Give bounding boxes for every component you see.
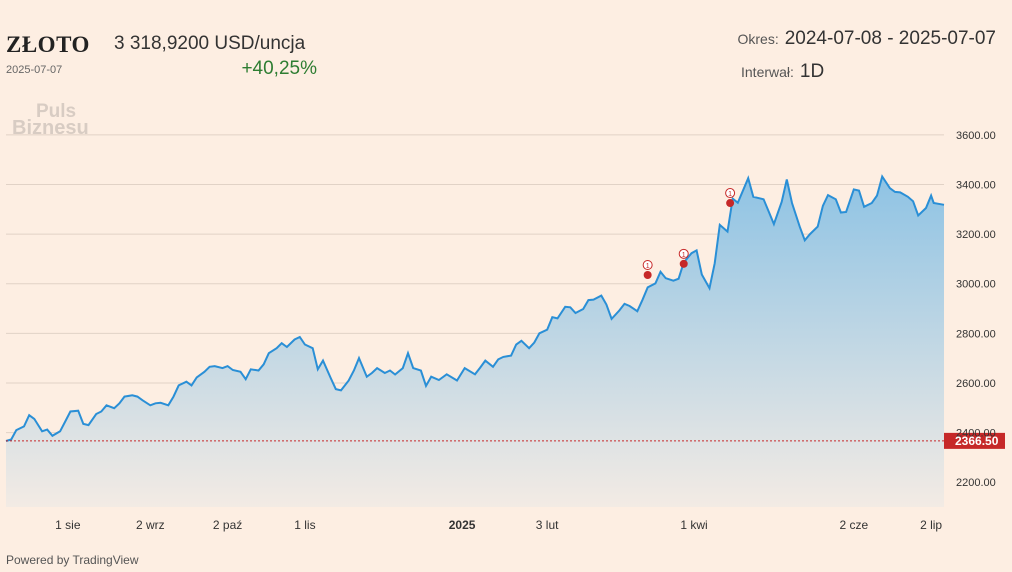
baseline-label: 2366.50 — [955, 434, 999, 448]
instrument-title: ZŁOTO — [6, 32, 90, 57]
x-tick-label: 2 cze — [839, 518, 868, 532]
event-marker — [642, 260, 653, 271]
y-tick-label: 3600.00 — [956, 130, 996, 142]
baseline-label-box — [944, 432, 1005, 449]
price-value: 3 318,9200 USD/uncja — [114, 33, 306, 54]
x-tick-label: 2 paź — [213, 518, 242, 532]
x-tick-label: 2025 — [449, 518, 476, 532]
logo-line-1: Puls — [36, 101, 77, 122]
period-selector[interactable]: Okres: 2024-07-08 - 2025-07-07 — [738, 28, 997, 50]
y-tick-label: 3200.00 — [956, 229, 996, 241]
y-axis: 2200.00 2400.00 2600.00 2800.00 3000.00 3200.… — [956, 130, 996, 489]
y-tick-label: 2400.00 — [956, 428, 996, 440]
x-tick-label: 1 lis — [294, 518, 315, 532]
interval-label: Interwał: — [741, 64, 794, 80]
x-tick-label: 1 sie — [55, 518, 81, 532]
baseline-group: 2366.50 — [6, 432, 1005, 449]
y-tick-label: 2200.00 — [956, 477, 996, 489]
price-line — [5, 174, 945, 442]
x-tick-label: 2 wrz — [136, 518, 165, 532]
interval-value: 1D — [799, 61, 825, 82]
tradingview-credit[interactable]: Powered by TradingView — [6, 553, 139, 567]
x-tick-label: 1 kwi — [680, 518, 707, 532]
price-chart[interactable]: 2366.50 1 1 1 2200.00 2400.00 2600.00 2800.00… — [0, 0, 1012, 545]
event-dot — [679, 259, 688, 268]
y-tick-label: 3400.00 — [956, 179, 996, 191]
period-value: 2024-07-08 - 2025-07-07 — [784, 28, 996, 49]
event-dot — [643, 271, 652, 280]
event-marker-label: 1 — [728, 191, 732, 198]
price-area — [6, 176, 944, 507]
y-tick-label: 3000.00 — [956, 279, 996, 291]
event-dot — [726, 199, 735, 208]
event-marker-label: 1 — [646, 263, 650, 270]
interval-selector[interactable]: Interwał: 1D — [741, 61, 824, 83]
x-tick-label: 2 lip — [920, 518, 942, 532]
logo-line-2: Biznesu — [12, 117, 89, 139]
event-marker — [678, 248, 689, 259]
puls-biznesu-logo: Puls Biznesu — [12, 101, 89, 139]
event-marker-label: 1 — [682, 252, 686, 259]
x-tick-label: 3 lut — [536, 518, 559, 532]
y-tick-label: 2800.00 — [956, 328, 996, 340]
event-marker — [725, 188, 736, 199]
events-group: 1 1 1 — [642, 188, 736, 280]
quote-date: 2025-07-07 — [6, 64, 63, 76]
y-tick-label: 2600.00 — [956, 378, 996, 390]
x-axis: 1 sie 2 wrz 2 paź 1 lis 2025 3 lut 1 kwi 2 cze 2… — [55, 518, 942, 532]
price-change: +40,25% — [241, 58, 317, 79]
period-label: Okres: — [737, 31, 779, 47]
